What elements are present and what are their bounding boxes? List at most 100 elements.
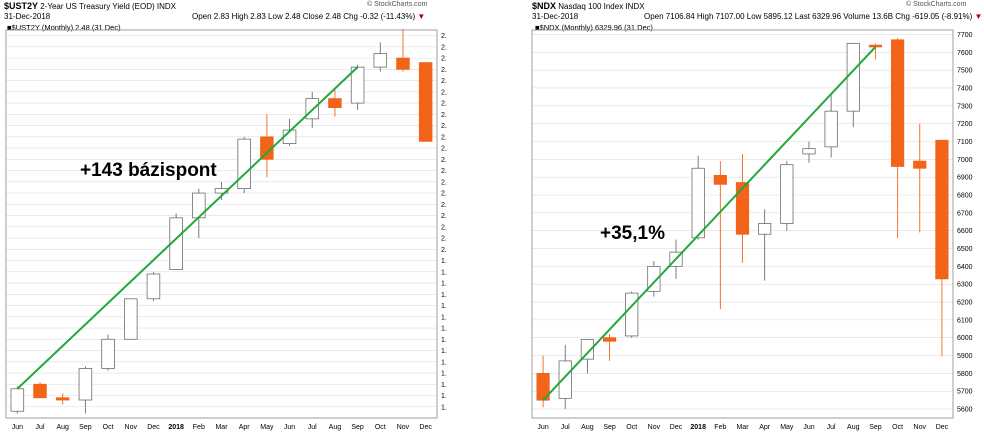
source-credit: © StockCharts.com (367, 1, 428, 8)
y-tick-label: 1.45 (441, 371, 447, 378)
y-tick-label: 1.60 (441, 337, 447, 344)
x-tick-label: Nov (914, 424, 927, 431)
source-credit: © StockCharts.com (906, 1, 967, 8)
exchange-label: INDX (156, 2, 177, 11)
trend-line (542, 46, 877, 401)
candle-body (913, 160, 927, 169)
x-tick-label: May (780, 424, 794, 431)
x-tick-label: Oct (375, 424, 386, 431)
candle-body (418, 62, 433, 142)
date-label: 31-Dec-2018 (4, 12, 51, 21)
x-tick-label: Jul (561, 424, 570, 431)
y-tick-label: 2.20 (441, 202, 447, 209)
candle-body (78, 368, 93, 401)
y-tick-label: 2.00 (441, 247, 447, 254)
y-tick-label: 2.90 (441, 44, 447, 51)
y-tick-label: 6800 (957, 193, 973, 200)
x-tick-label: Nov (125, 424, 138, 431)
plot-border (5, 29, 438, 419)
y-tick-label: 2.50 (441, 134, 447, 141)
y-tick-label: 1.80 (441, 292, 447, 299)
y-tick-label: 6600 (957, 228, 973, 235)
x-tick-label: Jun (803, 424, 814, 431)
x-tick-label: Apr (759, 424, 771, 431)
candle-body (602, 337, 617, 342)
y-tick-label: 7700 (957, 32, 973, 39)
y-tick-label: 6200 (957, 300, 973, 307)
candlestick-chart-ndx: 5600 5700 5800 5900 6000 6100 6200 6300 6400 6500… (531, 29, 973, 431)
y-tick-label: 2.60 (441, 112, 447, 119)
ohlc-readout: Open 2.83 High 2.83 Low 2.48 Close 2.48 … (192, 12, 425, 21)
y-tick-label: 7200 (957, 121, 973, 128)
plot-border (531, 29, 954, 419)
y-tick-label: 2.45 (441, 146, 447, 153)
y-tick-label: 1.95 (441, 258, 447, 265)
x-tick-label: Dec (147, 424, 160, 431)
x-tick-label: Jul (827, 424, 836, 431)
candle-body (691, 167, 705, 239)
x-tick-label: Sep (603, 424, 616, 431)
ohlc-values: Open 7106.84 High 7107.00 Low 5895.12 La… (644, 12, 973, 21)
y-tick-label: 2.40 (441, 157, 447, 164)
chart-legend: ■$NDX (Monthly) 6329.96 (31 Dec) (535, 23, 653, 32)
y-tick-label: 2.75 (441, 78, 447, 85)
x-tick-label: May (260, 424, 274, 431)
chart-title: $NDX Nasdaq 100 Index INDX (532, 1, 645, 11)
y-tick-label: 2.80 (441, 67, 447, 74)
candle-body (802, 148, 816, 155)
x-tick-label: Nov (648, 424, 661, 431)
x-tick-label: Sep (869, 424, 882, 431)
y-tick-label: 5600 (957, 407, 973, 414)
x-tick-label: Jun (284, 424, 295, 431)
candle-body (846, 42, 860, 112)
y-tick-label: 1.75 (441, 303, 447, 310)
y-tick-label: 1.85 (441, 281, 447, 288)
candle-body (237, 138, 251, 189)
candle-body (396, 57, 410, 70)
chart-annotation: +35,1% (600, 223, 665, 244)
x-tick-label: Aug (329, 424, 342, 431)
candle-body (373, 53, 388, 68)
x-tick-label: Feb (714, 424, 726, 431)
chart-legend: ■$UST2Y (Monthly) 2.48 (31 Dec) (7, 23, 121, 32)
x-tick-label: Sep (79, 424, 92, 431)
y-tick-label: 2.25 (441, 191, 447, 198)
y-tick-label: 7000 (957, 157, 973, 164)
y-tick-label: 2.30 (441, 179, 447, 186)
y-tick-label: 6900 (957, 175, 973, 182)
x-tick-label: Nov (397, 424, 410, 431)
y-tick-label: 1.90 (441, 269, 447, 276)
symbol-label: $UST2Y (4, 1, 39, 11)
candle-body (146, 273, 161, 300)
down-arrow-icon: ▼ (417, 12, 426, 21)
chart-title: $UST2Y 2-Year US Treasury Yield (EOD) IN… (4, 1, 176, 11)
candle-body (558, 360, 572, 399)
candle-body (868, 44, 883, 48)
x-tick-label: Mar (215, 424, 228, 431)
candle-body (350, 66, 365, 104)
y-tick-label: 6500 (957, 246, 973, 253)
symbol-label: $NDX (532, 1, 557, 11)
x-tick-label: Dec (670, 424, 683, 431)
x-tick-label: Dec (936, 424, 949, 431)
candle-body (580, 339, 594, 360)
candle-body (758, 223, 772, 235)
chart-panel-ndx: $NDX Nasdaq 100 Index INDX © StockCharts… (528, 0, 984, 432)
y-tick-label: 1.40 (441, 382, 447, 389)
candle-body (33, 383, 47, 399)
y-tick-label: 2.85 (441, 56, 447, 63)
y-tick-label: 5800 (957, 371, 973, 378)
x-tick-label: 2018 (690, 424, 706, 431)
y-tick-label: 5900 (957, 353, 973, 360)
candle-body (935, 139, 949, 280)
y-tick-label: 1.30 (441, 404, 447, 411)
ohlc-values: Open 2.83 High 2.83 Low 2.48 Close 2.48 … (192, 12, 416, 21)
y-tick-label: 6000 (957, 335, 973, 342)
x-tick-label: Dec (419, 424, 432, 431)
candle-body (328, 98, 342, 108)
x-tick-label: Mar (736, 424, 749, 431)
candle-body (713, 174, 727, 185)
x-tick-label: Sep (351, 424, 364, 431)
y-tick-label: 2.15 (441, 213, 447, 220)
candle-body (824, 110, 838, 148)
